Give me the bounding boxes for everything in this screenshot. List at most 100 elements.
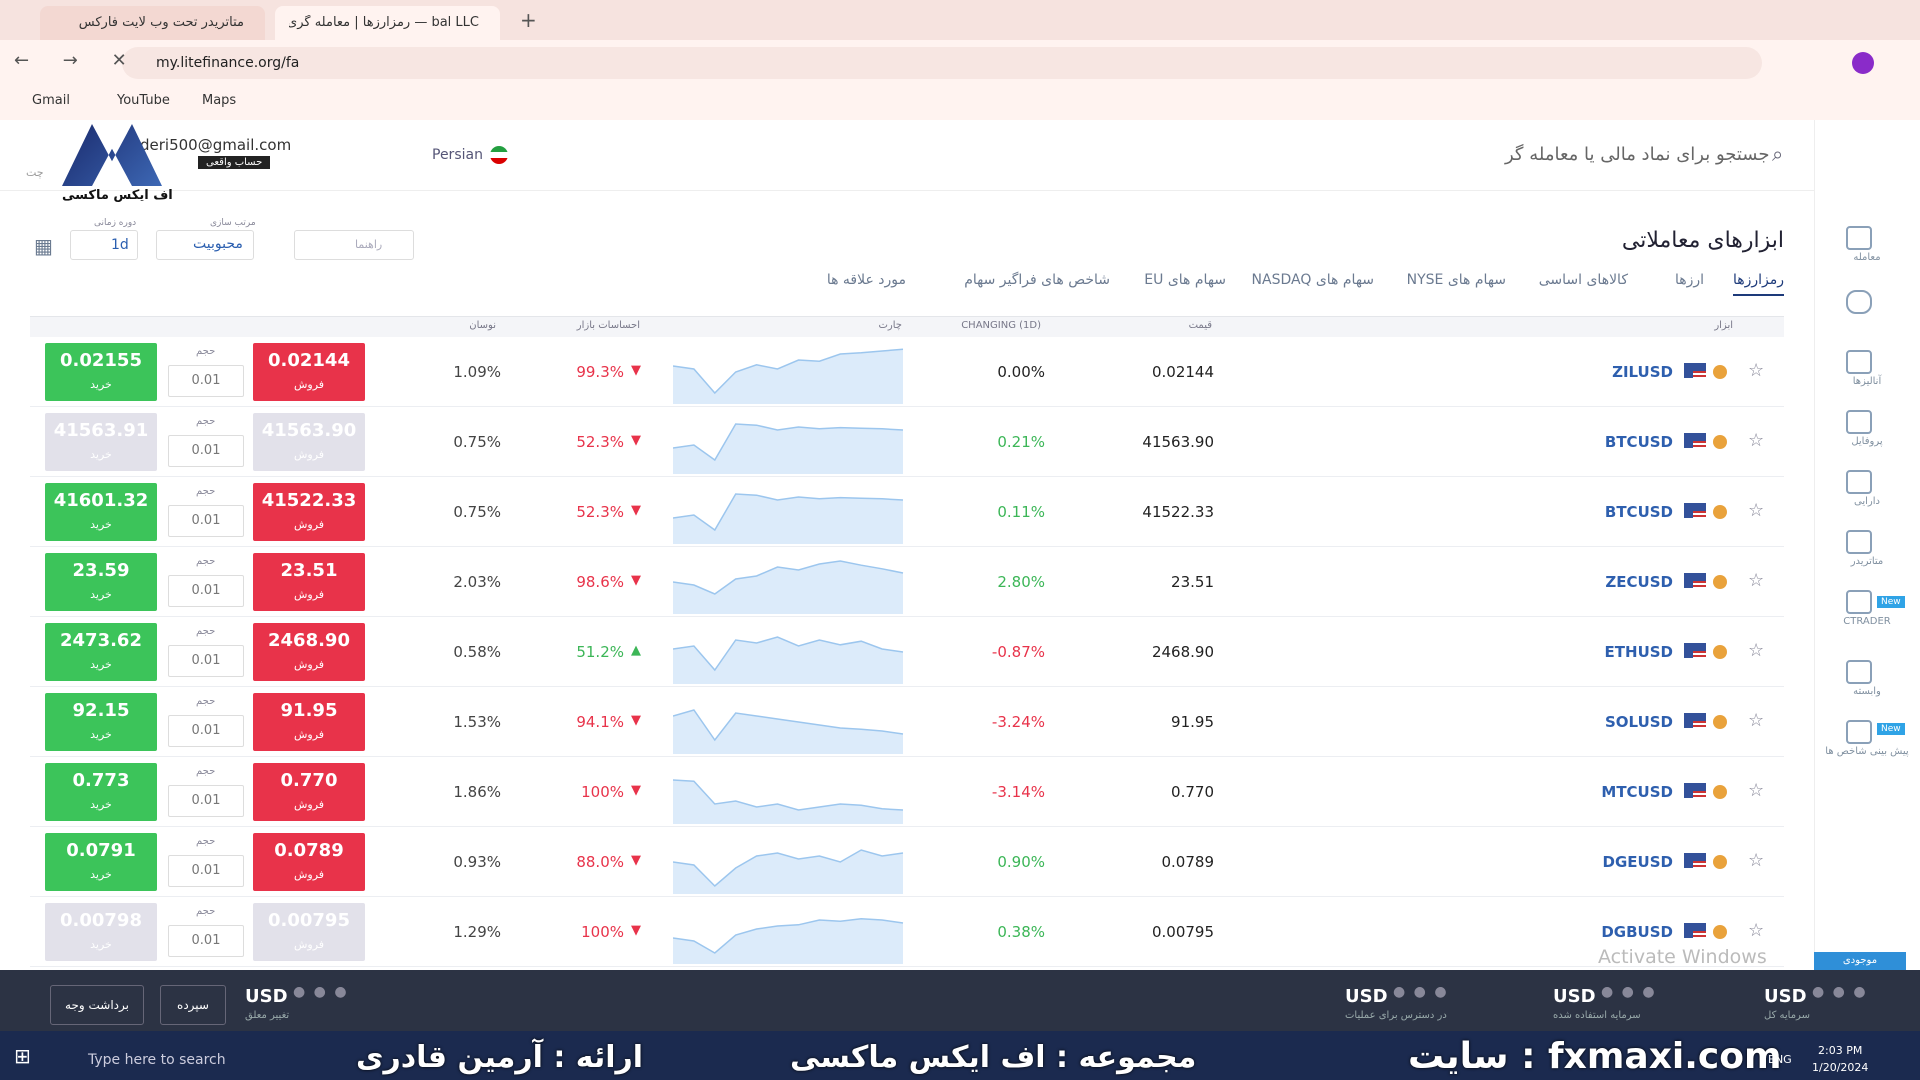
sparkline-line (673, 348, 904, 395)
favorite-star[interactable]: ☆ (1748, 920, 1765, 941)
buy-button[interactable]: 41563.91 خرید (45, 413, 157, 471)
volatility: 1.29% (453, 923, 501, 941)
buy-button[interactable]: 92.15 خرید (45, 693, 157, 751)
buy-button[interactable]: 0.0791 خرید (45, 833, 157, 891)
sparkline (673, 709, 904, 754)
sidebar-label[interactable]: آنالیزها (1852, 376, 1882, 387)
taskbar-search[interactable]: Type here to search (88, 1052, 226, 1068)
sell-button[interactable]: 0.770 فروش (253, 763, 365, 821)
browser-tab[interactable]: متاتریدر تحت وب لایت فارکس (40, 6, 265, 40)
category-tab[interactable]: سهام های NASDAQ (1251, 272, 1374, 288)
sidebar-label[interactable]: متاتریدر (1850, 556, 1884, 567)
category-tab[interactable]: سهام های EU (1144, 272, 1226, 288)
help-button[interactable]: راهنما (294, 230, 414, 260)
buy-button[interactable]: 2473.62 خرید (45, 623, 157, 681)
sell-button[interactable]: 0.0789 فروش (253, 833, 365, 891)
bookmark[interactable]: Maps (202, 93, 237, 108)
volume-input[interactable]: 0.01 (168, 925, 244, 957)
volume-input[interactable]: 0.01 (168, 645, 244, 677)
deposit-button[interactable]: سپرده (160, 985, 226, 1025)
buy-button[interactable]: 0.02155 خرید (45, 343, 157, 401)
sort-select[interactable]: محبوبیت (156, 230, 254, 260)
sidebar-label[interactable]: پروفایل (1851, 436, 1883, 447)
nav-buttons[interactable]: ← → ✕ (14, 50, 141, 71)
sell-button[interactable]: 91.95 فروش (253, 693, 365, 751)
buy-button[interactable]: 23.59 خرید (45, 553, 157, 611)
sell-button[interactable]: 41522.33 فروش (253, 483, 365, 541)
withdraw-button[interactable]: برداشت وجه (50, 985, 144, 1025)
sell-button[interactable]: 2468.90 فروش (253, 623, 365, 681)
sell-button[interactable]: 0.02144 فروش (253, 343, 365, 401)
sidebar-icon[interactable] (1846, 350, 1872, 374)
volume-input[interactable]: 0.01 (168, 575, 244, 607)
sell-button[interactable]: 0.00795 فروش (253, 903, 365, 961)
sidebar-label[interactable]: معامله (1853, 252, 1881, 263)
category-tab[interactable]: رمزارزها (1732, 272, 1784, 296)
period-select[interactable]: 1d (70, 230, 138, 260)
category-tab[interactable]: مورد علاقه ها (826, 272, 906, 288)
favorite-star[interactable]: ☆ (1748, 640, 1765, 661)
row-divider (30, 476, 1784, 477)
category-tab[interactable]: سهام های NYSE (1406, 272, 1506, 288)
symbol[interactable]: MTCUSD (1601, 783, 1673, 801)
sidebar-label[interactable]: CTRADER (1843, 616, 1891, 627)
symbol[interactable]: BTCUSD (1604, 433, 1673, 451)
sidebar-icon[interactable] (1846, 410, 1872, 434)
new-tab[interactable]: + (520, 8, 537, 32)
wallet-tab[interactable]: موجودی (1814, 952, 1906, 970)
sidebar-icon[interactable] (1846, 530, 1872, 554)
sidebar-icon[interactable] (1846, 590, 1872, 614)
taskbar-time: 2:03 PM (1818, 1044, 1863, 1057)
symbol[interactable]: BTCUSD (1604, 503, 1673, 521)
symbol[interactable]: DGEUSD (1602, 853, 1673, 871)
sell-button[interactable]: 23.51 فروش (253, 553, 365, 611)
volume-input[interactable]: 0.01 (168, 365, 244, 397)
sidebar-icon[interactable] (1846, 470, 1872, 494)
buy-button[interactable]: 0.773 خرید (45, 763, 157, 821)
favorite-star[interactable]: ☆ (1748, 850, 1765, 871)
buy-button[interactable]: 41601.32 خرید (45, 483, 157, 541)
profile-avatar[interactable] (1852, 52, 1874, 74)
symbol[interactable]: ZECUSD (1605, 573, 1673, 591)
sidebar-label[interactable]: دارایی (1854, 496, 1880, 507)
buy-button[interactable]: 0.00798 خرید (45, 903, 157, 961)
favorite-star[interactable]: ☆ (1748, 360, 1765, 381)
sidebar-icon[interactable] (1846, 720, 1872, 744)
sparkline (673, 918, 904, 964)
favorite-star[interactable]: ☆ (1748, 710, 1765, 731)
browser-tab[interactable]: bal LLC — رمزارزها | معامله گری (275, 6, 500, 40)
url-field[interactable]: my.litefinance.org/fa (122, 47, 1762, 79)
search-icon[interactable]: ⌕ (1772, 142, 1784, 166)
favorite-star[interactable]: ☆ (1748, 570, 1765, 591)
favorite-star[interactable]: ☆ (1748, 430, 1765, 451)
volume-input[interactable]: 0.01 (168, 505, 244, 537)
search-box[interactable]: جستجو برای نماد مالی یا معامله گر (1505, 144, 1770, 165)
start-button[interactable]: ⊞ (14, 1044, 31, 1068)
email[interactable]: deri500@gmail.com (140, 136, 292, 154)
coin-icon (1713, 575, 1727, 589)
volume-input[interactable]: 0.01 (168, 855, 244, 887)
language[interactable]: Persian (432, 147, 483, 163)
sidebar-label[interactable]: پیش بینی شاخص ها (1825, 746, 1909, 757)
sidebar-label[interactable]: وابسته (1853, 686, 1881, 697)
category-tab[interactable]: ارزها (1674, 272, 1704, 288)
symbol[interactable]: DGBUSD (1601, 923, 1673, 941)
sidebar-icon[interactable] (1846, 660, 1872, 684)
sidebar-icon[interactable] (1846, 226, 1872, 250)
volume-input[interactable]: 0.01 (168, 715, 244, 747)
favorite-star[interactable]: ☆ (1748, 780, 1765, 801)
volume-input[interactable]: 0.01 (168, 435, 244, 467)
symbol[interactable]: ETHUSD (1604, 643, 1673, 661)
sell-button[interactable]: 41563.90 فروش (253, 413, 365, 471)
favorite-star[interactable]: ☆ (1748, 500, 1765, 521)
symbol[interactable]: SOLUSD (1604, 713, 1673, 731)
apps-icon[interactable]: ▦ (34, 234, 53, 258)
sidebar-icon[interactable] (1846, 290, 1872, 314)
category-tab[interactable]: کالاهای اساسی (1538, 272, 1628, 288)
category-tab[interactable]: شاخص های فراگیر سهام (964, 272, 1110, 288)
chat-label[interactable]: چت (26, 166, 44, 179)
volume-input[interactable]: 0.01 (168, 785, 244, 817)
symbol[interactable]: ZILUSD (1612, 363, 1673, 381)
bookmark[interactable]: Gmail (32, 93, 70, 108)
bookmark[interactable]: YouTube (117, 93, 170, 108)
